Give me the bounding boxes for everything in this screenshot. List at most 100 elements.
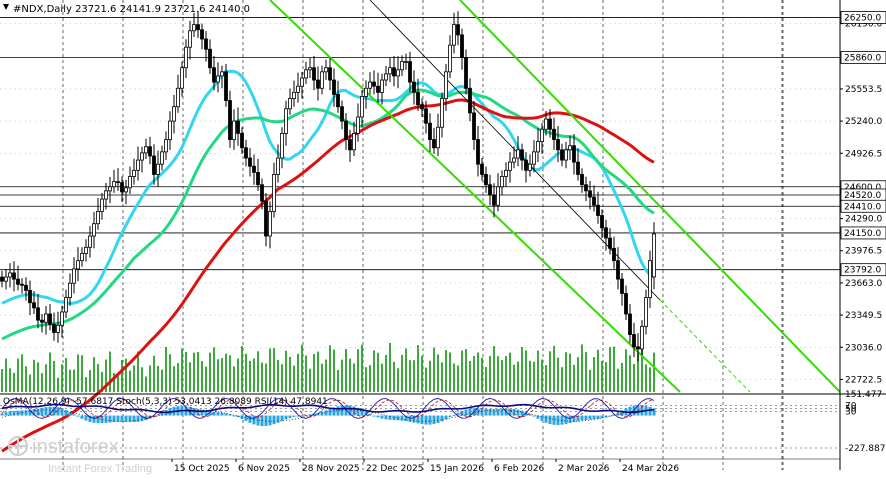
chart-title-text: #NDX,Daily 23721.6 24141.9 23721.6 24140… bbox=[13, 4, 250, 15]
osma-bar bbox=[292, 415, 296, 417]
osma-bar bbox=[4, 412, 8, 416]
osma-bar bbox=[260, 415, 264, 427]
osma-bar bbox=[612, 414, 616, 416]
candle-down bbox=[572, 145, 576, 163]
candle-down bbox=[392, 67, 396, 77]
volume-bar bbox=[545, 365, 547, 392]
volume-bar bbox=[173, 366, 175, 392]
candle-down bbox=[120, 182, 124, 193]
volume-bar bbox=[541, 359, 543, 392]
level-price-label: 24520.0 bbox=[844, 191, 881, 201]
osma-bar bbox=[160, 412, 164, 416]
osma-bar bbox=[436, 415, 440, 424]
osma-bar bbox=[236, 415, 240, 418]
osma-bar bbox=[376, 415, 380, 418]
candle-down bbox=[580, 174, 584, 186]
volume-bar bbox=[161, 369, 163, 392]
osma-bar bbox=[640, 405, 644, 416]
candle-up bbox=[436, 126, 440, 149]
volume-bar bbox=[397, 368, 399, 392]
osma-bar bbox=[568, 415, 572, 424]
volume-bar bbox=[453, 363, 455, 392]
candle-down bbox=[32, 302, 36, 309]
volume-bar bbox=[89, 370, 91, 392]
volume-bar bbox=[121, 359, 123, 392]
candle-up bbox=[92, 223, 96, 237]
volume-bar bbox=[245, 353, 247, 392]
date-tick-label: 28 Nov 2025 bbox=[302, 464, 360, 474]
volume-bar bbox=[353, 363, 355, 392]
osma-bar bbox=[652, 408, 656, 416]
date-tick-label: 15 Oct 2025 bbox=[174, 464, 230, 474]
volume-bar bbox=[81, 355, 83, 392]
osma-bar bbox=[328, 408, 332, 416]
volume-bar bbox=[1, 369, 3, 392]
candle-down bbox=[616, 260, 620, 280]
volume-bar bbox=[117, 374, 119, 392]
osma-bar bbox=[460, 410, 464, 416]
candle-up bbox=[276, 157, 280, 175]
osma-bar bbox=[584, 415, 588, 420]
horizontal-levels bbox=[0, 17, 840, 271]
volume-bar bbox=[385, 354, 387, 392]
candle-up bbox=[380, 79, 384, 93]
osma-bar bbox=[444, 415, 448, 420]
candle-down bbox=[52, 323, 56, 333]
volume-bar bbox=[141, 367, 143, 392]
osma-bar bbox=[512, 409, 516, 416]
osma-bar bbox=[336, 406, 340, 416]
candle-up bbox=[496, 186, 500, 206]
volume-bar bbox=[473, 356, 475, 392]
volume-bar bbox=[649, 367, 651, 392]
volume-bar bbox=[365, 367, 367, 392]
osma-bar bbox=[428, 415, 432, 425]
osma-bar bbox=[344, 405, 348, 416]
volume-bar bbox=[337, 369, 339, 392]
level-price-box bbox=[840, 51, 886, 64]
candle-up bbox=[44, 313, 48, 323]
osma-bar bbox=[604, 415, 608, 418]
volume-bar bbox=[421, 356, 423, 392]
osma-bar bbox=[56, 407, 60, 416]
candle-up bbox=[544, 118, 548, 130]
candle-up bbox=[320, 71, 324, 89]
volume-bar bbox=[169, 354, 171, 392]
volume-bar bbox=[357, 349, 359, 392]
volume-bar bbox=[313, 354, 315, 392]
osma-bar bbox=[400, 415, 404, 421]
volume-bar bbox=[497, 356, 499, 392]
volume-bar bbox=[613, 346, 615, 392]
candle-down bbox=[636, 346, 640, 350]
candle-up bbox=[172, 106, 176, 122]
osma-bar bbox=[352, 406, 356, 416]
osma-bar bbox=[296, 415, 300, 417]
candle-up bbox=[404, 61, 408, 63]
candle-down bbox=[492, 194, 496, 206]
candle-down bbox=[596, 204, 600, 216]
volume-bar bbox=[449, 352, 451, 392]
candle-up bbox=[188, 30, 192, 48]
osma-bar bbox=[248, 415, 252, 423]
osma-bar bbox=[508, 408, 512, 416]
candle-up bbox=[384, 73, 388, 81]
level-price-box bbox=[840, 226, 886, 240]
candle-up bbox=[168, 120, 172, 140]
volume-bar bbox=[229, 355, 231, 392]
osma-signal-line bbox=[1, 409, 655, 422]
volume-bar bbox=[185, 352, 187, 392]
volume-bar bbox=[233, 366, 235, 392]
osma-bar bbox=[0, 413, 4, 416]
volume-bar bbox=[277, 359, 279, 392]
candle-up bbox=[184, 46, 188, 69]
volume-bar bbox=[569, 353, 571, 392]
candle-down bbox=[484, 174, 488, 186]
candle-down bbox=[152, 155, 156, 175]
candle-down bbox=[48, 313, 52, 325]
stoch-d-line bbox=[1, 399, 655, 418]
osma-bar bbox=[596, 415, 600, 419]
candle-up bbox=[108, 186, 112, 192]
moving-average-50 bbox=[1, 69, 655, 305]
candle-down bbox=[260, 184, 264, 202]
osma-bar bbox=[48, 406, 52, 416]
candle-down bbox=[348, 139, 352, 151]
